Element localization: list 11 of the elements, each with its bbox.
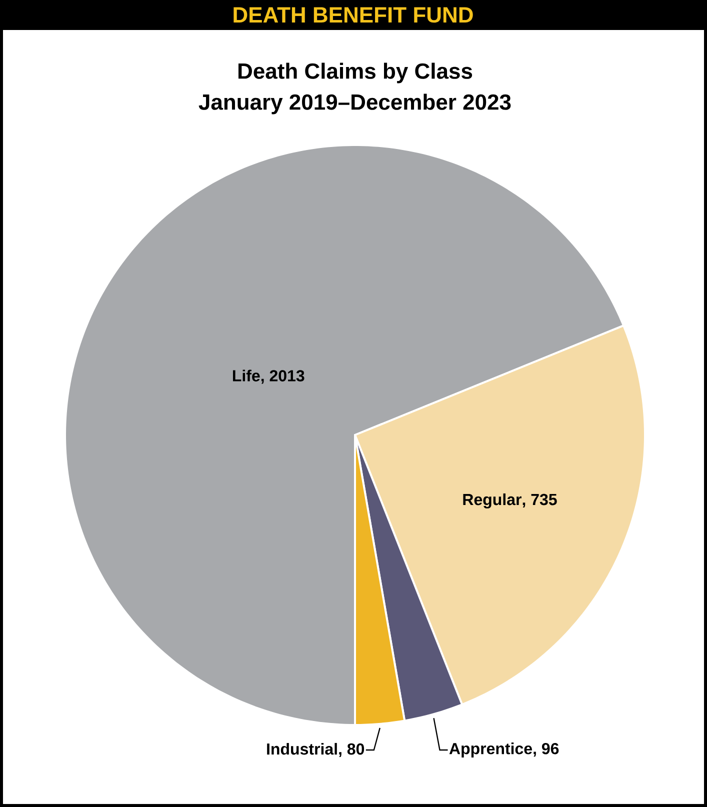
data-label: , 96: [534, 742, 559, 757]
slice-label: Apprentice: [449, 742, 532, 758]
slice-label: Life: [232, 370, 260, 382]
text: January 2019–December 2023: [198, 94, 511, 114]
chart-subtitle: Death Claims by Class: [238, 62, 472, 84]
data-label: , 2013: [261, 370, 304, 384]
chart-title: DEATH BENEFIT FUND: [234, 7, 473, 23]
slice-label: Industrial: [267, 742, 337, 755]
data-label: , 735: [522, 494, 557, 508]
data-label: , 80: [339, 743, 364, 758]
slice-label: Regular: [463, 493, 522, 508]
